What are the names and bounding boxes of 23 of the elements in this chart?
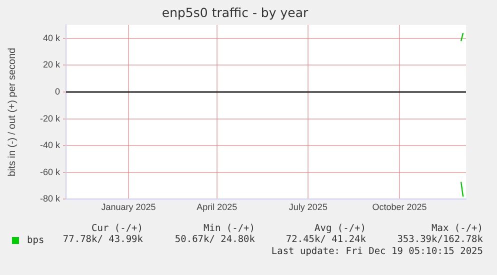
y-tick-label: -20 k bbox=[40, 113, 60, 124]
text: Min (-/+) bbox=[204, 223, 255, 234]
legend-label: bps bbox=[27, 235, 44, 246]
x-tick-label: January 2025 bbox=[101, 202, 156, 212]
y-tick-label: -80 k bbox=[40, 194, 60, 204]
text: Cur (-/+) bbox=[92, 223, 143, 234]
chart-title: enp5s0 traffic - by year bbox=[162, 4, 309, 20]
text: Avg (-/+) bbox=[314, 223, 366, 234]
text: 353.39k/162.78k bbox=[397, 234, 483, 245]
y-axis-title: bits in (-) / out (+) per second bbox=[6, 48, 18, 176]
y-tick-label: 40 k bbox=[42, 32, 60, 43]
text: 77.78k/ 43.99k bbox=[62, 234, 143, 245]
text: 72.45k/ 41.24k bbox=[286, 234, 366, 245]
x-tick-label: April 2025 bbox=[196, 202, 238, 212]
y-tick-label: 20 k bbox=[42, 60, 60, 70]
text: Max (-/+) bbox=[432, 223, 483, 234]
y-tick-label: -60 k bbox=[40, 166, 60, 177]
y-tick-label: 0 bbox=[54, 86, 60, 96]
x-tick-label: July 2025 bbox=[288, 202, 328, 212]
text: 50.67k/ 24.80k bbox=[174, 234, 255, 245]
text: Last update: Fri Dec 19 05:10:15 2025 bbox=[271, 246, 483, 257]
y-tick-label: -40 k bbox=[40, 140, 60, 150]
x-tick-label: October 2025 bbox=[372, 202, 427, 212]
